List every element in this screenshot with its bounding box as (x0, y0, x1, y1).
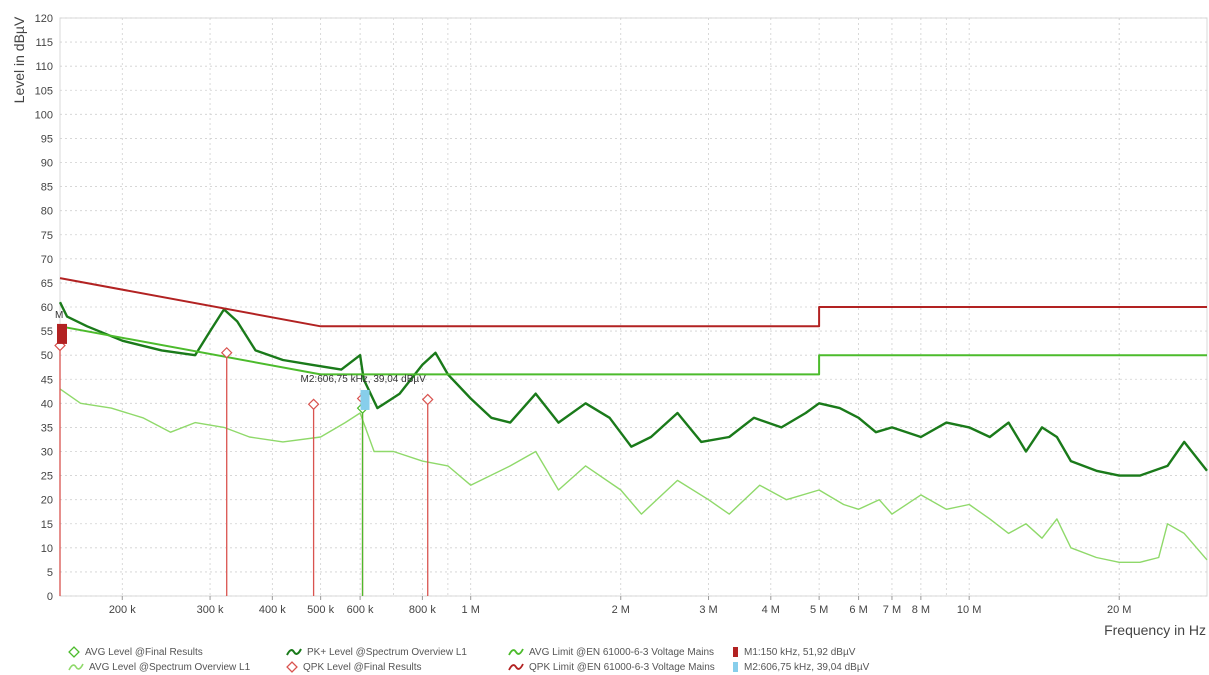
x-tick-label: 10 M (957, 604, 981, 616)
y-tick-label: 100 (35, 109, 53, 121)
series-line-pk-level-spectrum-overview-l1 (58, 301, 1208, 477)
x-tick-label: 3 M (699, 604, 717, 616)
legend-label: AVG Limit @EN 61000-6-3 Voltage Mains (529, 646, 715, 658)
legend-label: M2:606,75 kHz, 39,04 dBµV (744, 661, 870, 673)
legend-item-marker-m1[interactable]: M1:150 kHz, 51,92 dBµV (733, 645, 855, 659)
y-tick-label: 25 (41, 471, 53, 483)
marker-flag-icon (733, 662, 738, 672)
x-tick-label: 300 k (197, 604, 224, 616)
y-tick-label: 5 (47, 567, 53, 579)
y-tick-label: 80 (41, 206, 53, 218)
marker-m2-tag: M2:606,75 kHz, 39,04 dBµV (301, 374, 427, 385)
x-tick-label: 800 k (409, 604, 436, 616)
y-tick-label: 40 (41, 398, 53, 410)
y-tick-label: 120 (35, 13, 53, 25)
y-tick-label: 90 (41, 158, 53, 170)
x-tick-label: 5 M (810, 604, 828, 616)
x-tick-label: 400 k (259, 604, 286, 616)
axes: 0 5 10 15 20 25 30 35 40 45 50 55 60 65 70 75 80 85 90 95 10… (35, 13, 1132, 616)
legend-item-avg-spectrum[interactable]: AVG Level @Spectrum Overview L1 (68, 660, 250, 674)
x-tick-label: 8 M (912, 604, 930, 616)
y-tick-label: 60 (41, 302, 53, 314)
y-tick-label: 70 (41, 254, 53, 266)
x-tick-label: 200 k (109, 604, 136, 616)
marker-m2-flag (360, 389, 370, 410)
series-line-avg-level-spectrum-overview-l1 (59, 388, 1208, 563)
result-point (220, 346, 233, 359)
line-swatch-icon (68, 663, 84, 671)
marker-m1-tag: M (55, 310, 63, 321)
diamond-icon (286, 661, 298, 673)
y-tick-label: 45 (41, 374, 53, 386)
legend-item-avg-limit[interactable]: AVG Limit @EN 61000-6-3 Voltage Mains (508, 645, 714, 659)
legend-item-qpk-final[interactable]: QPK Level @Final Results (286, 660, 422, 674)
result-point (421, 393, 434, 406)
x-tick-label: 20 M (1107, 604, 1131, 616)
legend-item-avg-final[interactable]: AVG Level @Final Results (68, 645, 203, 659)
x-tick-label: 4 M (762, 604, 780, 616)
legend-label: QPK Level @Final Results (303, 661, 422, 673)
y-tick-label: 105 (35, 85, 53, 97)
y-tick-label: 15 (41, 519, 53, 531)
legend-item-qpk-limit[interactable]: QPK Limit @EN 61000-6-3 Voltage Mains (508, 660, 715, 674)
legend-item-pk-spectrum[interactable]: PK+ Level @Spectrum Overview L1 (286, 645, 467, 659)
y-tick-label: 85 (41, 182, 53, 194)
x-tick-label: 1 M (462, 604, 480, 616)
y-tick-label: 115 (35, 37, 53, 49)
y-tick-label: 110 (35, 61, 53, 73)
legend-label: AVG Level @Spectrum Overview L1 (89, 661, 251, 673)
y-tick-label: 65 (41, 278, 53, 290)
y-tick-label: 50 (41, 350, 53, 362)
marker-flag-icon (733, 647, 738, 657)
y-tick-label: 20 (41, 495, 53, 507)
emc-spectrum-chart: 0 5 10 15 20 25 30 35 40 45 50 55 60 65 70 75 80 85 90 95 10… (11, 13, 1208, 638)
y-tick-label: 0 (47, 591, 53, 603)
legend: AVG Level @Final Results AVG Level @Spec… (0, 640, 1209, 675)
grid (59, 17, 1208, 597)
y-tick-label: 75 (41, 230, 53, 242)
legend-label: M1:150 kHz, 51,92 dBµV (744, 646, 856, 658)
y-tick-label: 10 (41, 543, 53, 555)
x-tick-label: 2 M (612, 604, 630, 616)
series-line-avg-limit-en-61000-6-3-voltage-mains (59, 325, 1207, 376)
result-point (307, 398, 320, 411)
x-tick-label: 6 M (849, 604, 867, 616)
legend-item-marker-m2[interactable]: M2:606,75 kHz, 39,04 dBµV (733, 660, 869, 674)
series (58, 277, 1208, 563)
marker-m1-flag (57, 323, 67, 344)
line-swatch-icon (286, 648, 302, 656)
y-tick-label: 55 (41, 326, 53, 338)
y-tick-label: 95 (41, 133, 53, 145)
x-tick-label: 600 k (347, 604, 374, 616)
x-tick-label: 500 k (307, 604, 334, 616)
final-results-points (54, 339, 434, 596)
y-axis-label: Level in dBµV (11, 16, 27, 103)
line-swatch-icon (508, 648, 524, 656)
markers: M M2:606,75 kHz, 39,04 dBµV (55, 310, 426, 410)
x-tick-label: 7 M (883, 604, 901, 616)
legend-label: QPK Limit @EN 61000-6-3 Voltage Mains (529, 661, 715, 673)
x-axis-label: Frequency in Hz (1104, 622, 1206, 638)
series-line-qpk-limit-en-61000-6-3-voltage-mains (59, 277, 1207, 328)
y-tick-label: 30 (41, 447, 53, 459)
line-swatch-icon (508, 663, 524, 671)
diamond-icon (68, 646, 80, 658)
legend-label: AVG Level @Final Results (85, 646, 203, 658)
y-tick-label: 35 (41, 422, 53, 434)
legend-label: PK+ Level @Spectrum Overview L1 (307, 646, 467, 658)
